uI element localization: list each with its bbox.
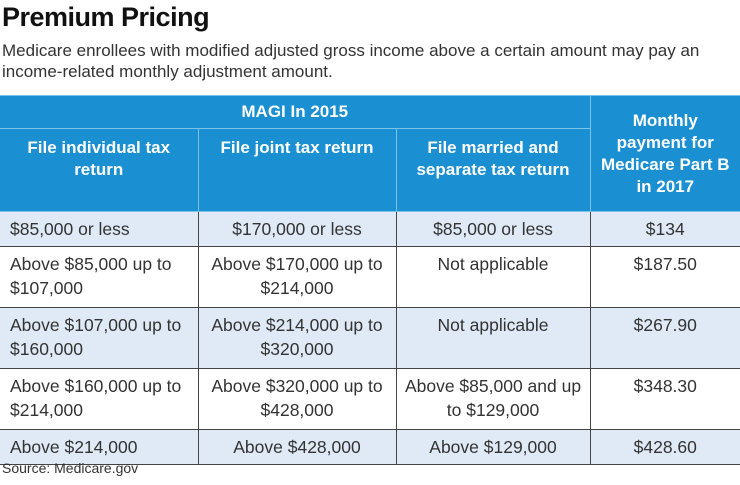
cell-joint: Above $320,000 up to $428,000 [197,368,397,430]
cell-monthly-payment: $187.50 [589,246,740,308]
table-row: Above $107,000 up to $160,000 Above $214,… [0,307,740,369]
cell-married-separate: Above $129,000 [395,429,591,465]
cell-married-separate: Above $85,000 and up to $129,000 [395,368,591,430]
cell-individual: Above $214,000 [0,429,199,465]
cell-married-separate: Not applicable [395,246,591,308]
cell-joint: Above $428,000 [197,429,397,465]
cell-joint: $170,000 or less [197,211,397,247]
table-row: $85,000 or less $170,000 or less $85,000 o… [0,211,740,247]
cell-joint: Above $214,000 up to $320,000 [197,307,397,369]
cell-monthly-payment: $428.60 [589,429,740,465]
table-row: Above $160,000 up to $214,000 Above $320,… [0,368,740,430]
cell-married-separate: Not applicable [395,307,591,369]
cell-monthly-payment: $267.90 [589,307,740,369]
subtitle: Medicare enrollees with modified adjuste… [2,41,700,81]
group-header-magi: MAGI In 2015 [0,95,591,129]
cell-individual: Above $85,000 up to $107,000 [0,246,199,308]
cell-individual: $85,000 or less [0,211,199,247]
cell-individual: Above $160,000 up to $214,000 [0,368,199,430]
cell-married-separate: $85,000 or less [395,211,591,247]
pricing-table: MAGI In 2015 Monthly payment for Medicar… [0,95,740,465]
table-row: Above $85,000 up to $107,000 Above $170,0… [0,246,740,308]
source-note: Source: Medicare.gov [2,460,139,476]
cell-joint: Above $170,000 up to $214,000 [197,246,397,308]
column-header-joint: File joint tax return [197,128,397,212]
cell-monthly-payment: $134 [589,211,740,247]
cell-monthly-payment: $348.30 [589,368,740,430]
column-header-married-separate: File married and separate tax return [395,128,591,212]
cell-individual: Above $107,000 up to $160,000 [0,307,199,369]
table-row: Above $214,000 Above $428,000 Above $129,0… [0,429,740,465]
column-header-monthly-payment: Monthly payment for Medicare Part B in 2… [589,95,740,212]
page-title: Premium Pricing [2,2,210,32]
column-header-individual: File individual tax return [0,128,199,212]
